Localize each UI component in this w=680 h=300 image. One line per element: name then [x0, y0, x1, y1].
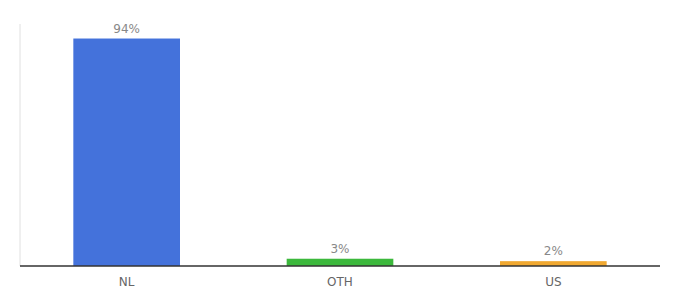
- x-tick-label: OTH: [327, 275, 353, 289]
- x-axis-line: [20, 265, 660, 267]
- x-tick-label: US: [545, 275, 561, 289]
- bar: [73, 39, 180, 266]
- chart-container: 94% 3% 2% NL OTH US: [0, 0, 680, 300]
- y-axis-line: [20, 24, 21, 266]
- chart: 94% 3% 2% NL OTH US: [0, 0, 680, 300]
- data-label: 2%: [544, 244, 563, 258]
- data-label: 94%: [113, 22, 140, 36]
- bars: [73, 39, 606, 266]
- bar: [287, 259, 394, 266]
- x-tick-label: NL: [119, 275, 135, 289]
- data-label: 3%: [330, 242, 349, 256]
